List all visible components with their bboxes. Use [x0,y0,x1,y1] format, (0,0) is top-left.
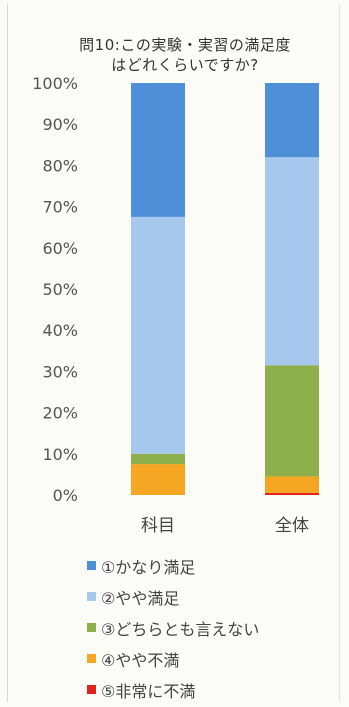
legend-item: ②やや満足 [87,581,259,612]
y-tick-label: 60% [42,239,78,258]
x-category-label: 科目 [141,516,175,536]
y-tick-label: 100% [32,74,78,93]
legend-label: ②やや満足 [101,588,180,608]
legend-swatch [87,561,96,570]
bar-segment [265,492,319,495]
y-tick-label: 50% [42,280,78,299]
legend-item: ⑤非常に不満 [87,674,259,705]
legend-swatch [87,685,96,694]
legend-label: ③どちらとも言えない [101,619,260,639]
y-tick-label: 0% [53,486,78,505]
stacked-bar-chart: 0% 10% 20% 30% 40% 50% 60% 70% 80% 90% 100% 科目 全体 [32,74,319,536]
legend-swatch [87,592,96,601]
bar-segment [265,476,319,493]
bar-segment [131,464,185,495]
legend: ①かなり満足 ②やや満足 ③どちらとも言えない ④やや不満 ⑤非常に不満 [87,550,259,705]
legend-label: ①かなり満足 [101,557,196,577]
bar-segment [131,453,185,465]
legend-swatch [87,623,96,632]
y-tick-label: 40% [42,321,78,340]
chart-frame [7,4,340,702]
bar-segment [265,365,319,477]
y-tick-label: 70% [42,198,78,217]
bar-segment [265,83,319,158]
y-tick-label: 10% [42,445,78,464]
y-tick-label: 80% [42,156,78,175]
y-tick-label: 20% [42,404,78,423]
y-tick-label: 30% [42,362,78,381]
bar-segment [265,157,319,366]
y-tick-label: 90% [42,115,78,134]
x-category-label: 全体 [275,516,309,536]
chart-title-line-1: 問10:この実験・実習の満足度 [79,36,291,54]
legend-item: ④やや不満 [87,643,259,674]
legend-label: ⑤非常に不満 [101,681,196,701]
legend-label: ④やや不満 [101,650,180,670]
chart-title-line-2: はどれくらいですか? [111,56,259,74]
legend-item: ③どちらとも言えない [87,612,259,643]
legend-swatch [87,654,96,663]
legend-item: ①かなり満足 [87,550,259,581]
bar-segment [131,83,185,217]
bar-segment [131,216,185,454]
